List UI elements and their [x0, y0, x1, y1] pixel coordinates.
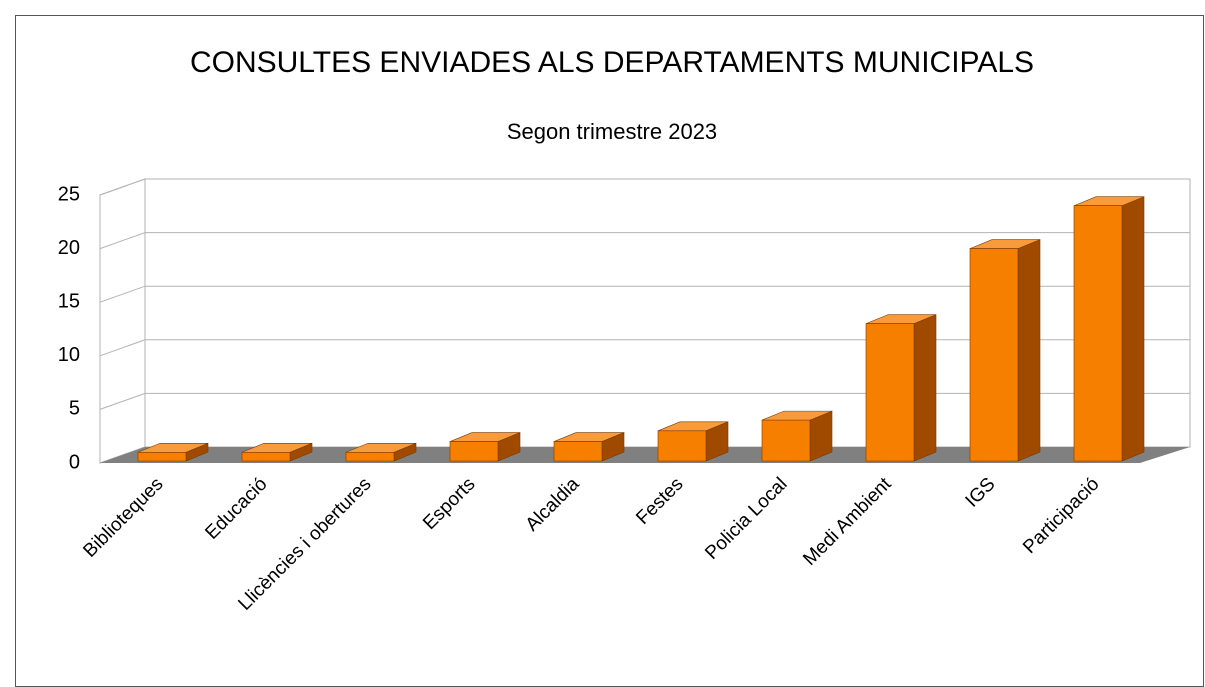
- grid-line: [99, 178, 1190, 196]
- grid-line: [99, 232, 1190, 250]
- bar-front: [969, 248, 1019, 462]
- y-tick-label: 10: [58, 344, 80, 366]
- bar-front: [761, 419, 811, 462]
- chart-title: CONSULTES ENVIADES ALS DEPARTAMENTS MUNI…: [190, 46, 1034, 79]
- bar: [137, 442, 209, 462]
- bar-front: [865, 323, 915, 462]
- bar-front: [553, 441, 603, 462]
- bar: [969, 239, 1041, 462]
- bar-side: [913, 314, 937, 462]
- bar: [657, 421, 729, 462]
- bar-front: [241, 451, 291, 462]
- bar: [553, 432, 625, 462]
- bar-front: [345, 451, 395, 462]
- bar-front: [657, 430, 707, 462]
- grid-line: [99, 392, 1190, 410]
- bar-side: [1121, 196, 1145, 462]
- grid-line: [99, 339, 1190, 357]
- y-tick-label: 15: [58, 290, 80, 312]
- bar: [449, 432, 521, 462]
- y-tick-label: 20: [58, 237, 80, 259]
- bar-front: [1073, 205, 1123, 462]
- bar: [241, 442, 313, 462]
- chart-subtitle: Segon trimestre 2023: [507, 119, 717, 144]
- bar: [761, 410, 833, 462]
- bar: [1073, 196, 1145, 462]
- bar-side: [1017, 239, 1041, 462]
- bar-front: [137, 451, 187, 462]
- bar: [865, 314, 937, 462]
- y-tick-label: 25: [58, 183, 80, 205]
- y-tick-label: 5: [69, 398, 80, 420]
- side-wall: [99, 178, 146, 464]
- bar-front: [449, 441, 499, 462]
- bar: [345, 442, 417, 462]
- grid-line: [99, 285, 1190, 303]
- y-tick-label: 0: [69, 451, 80, 473]
